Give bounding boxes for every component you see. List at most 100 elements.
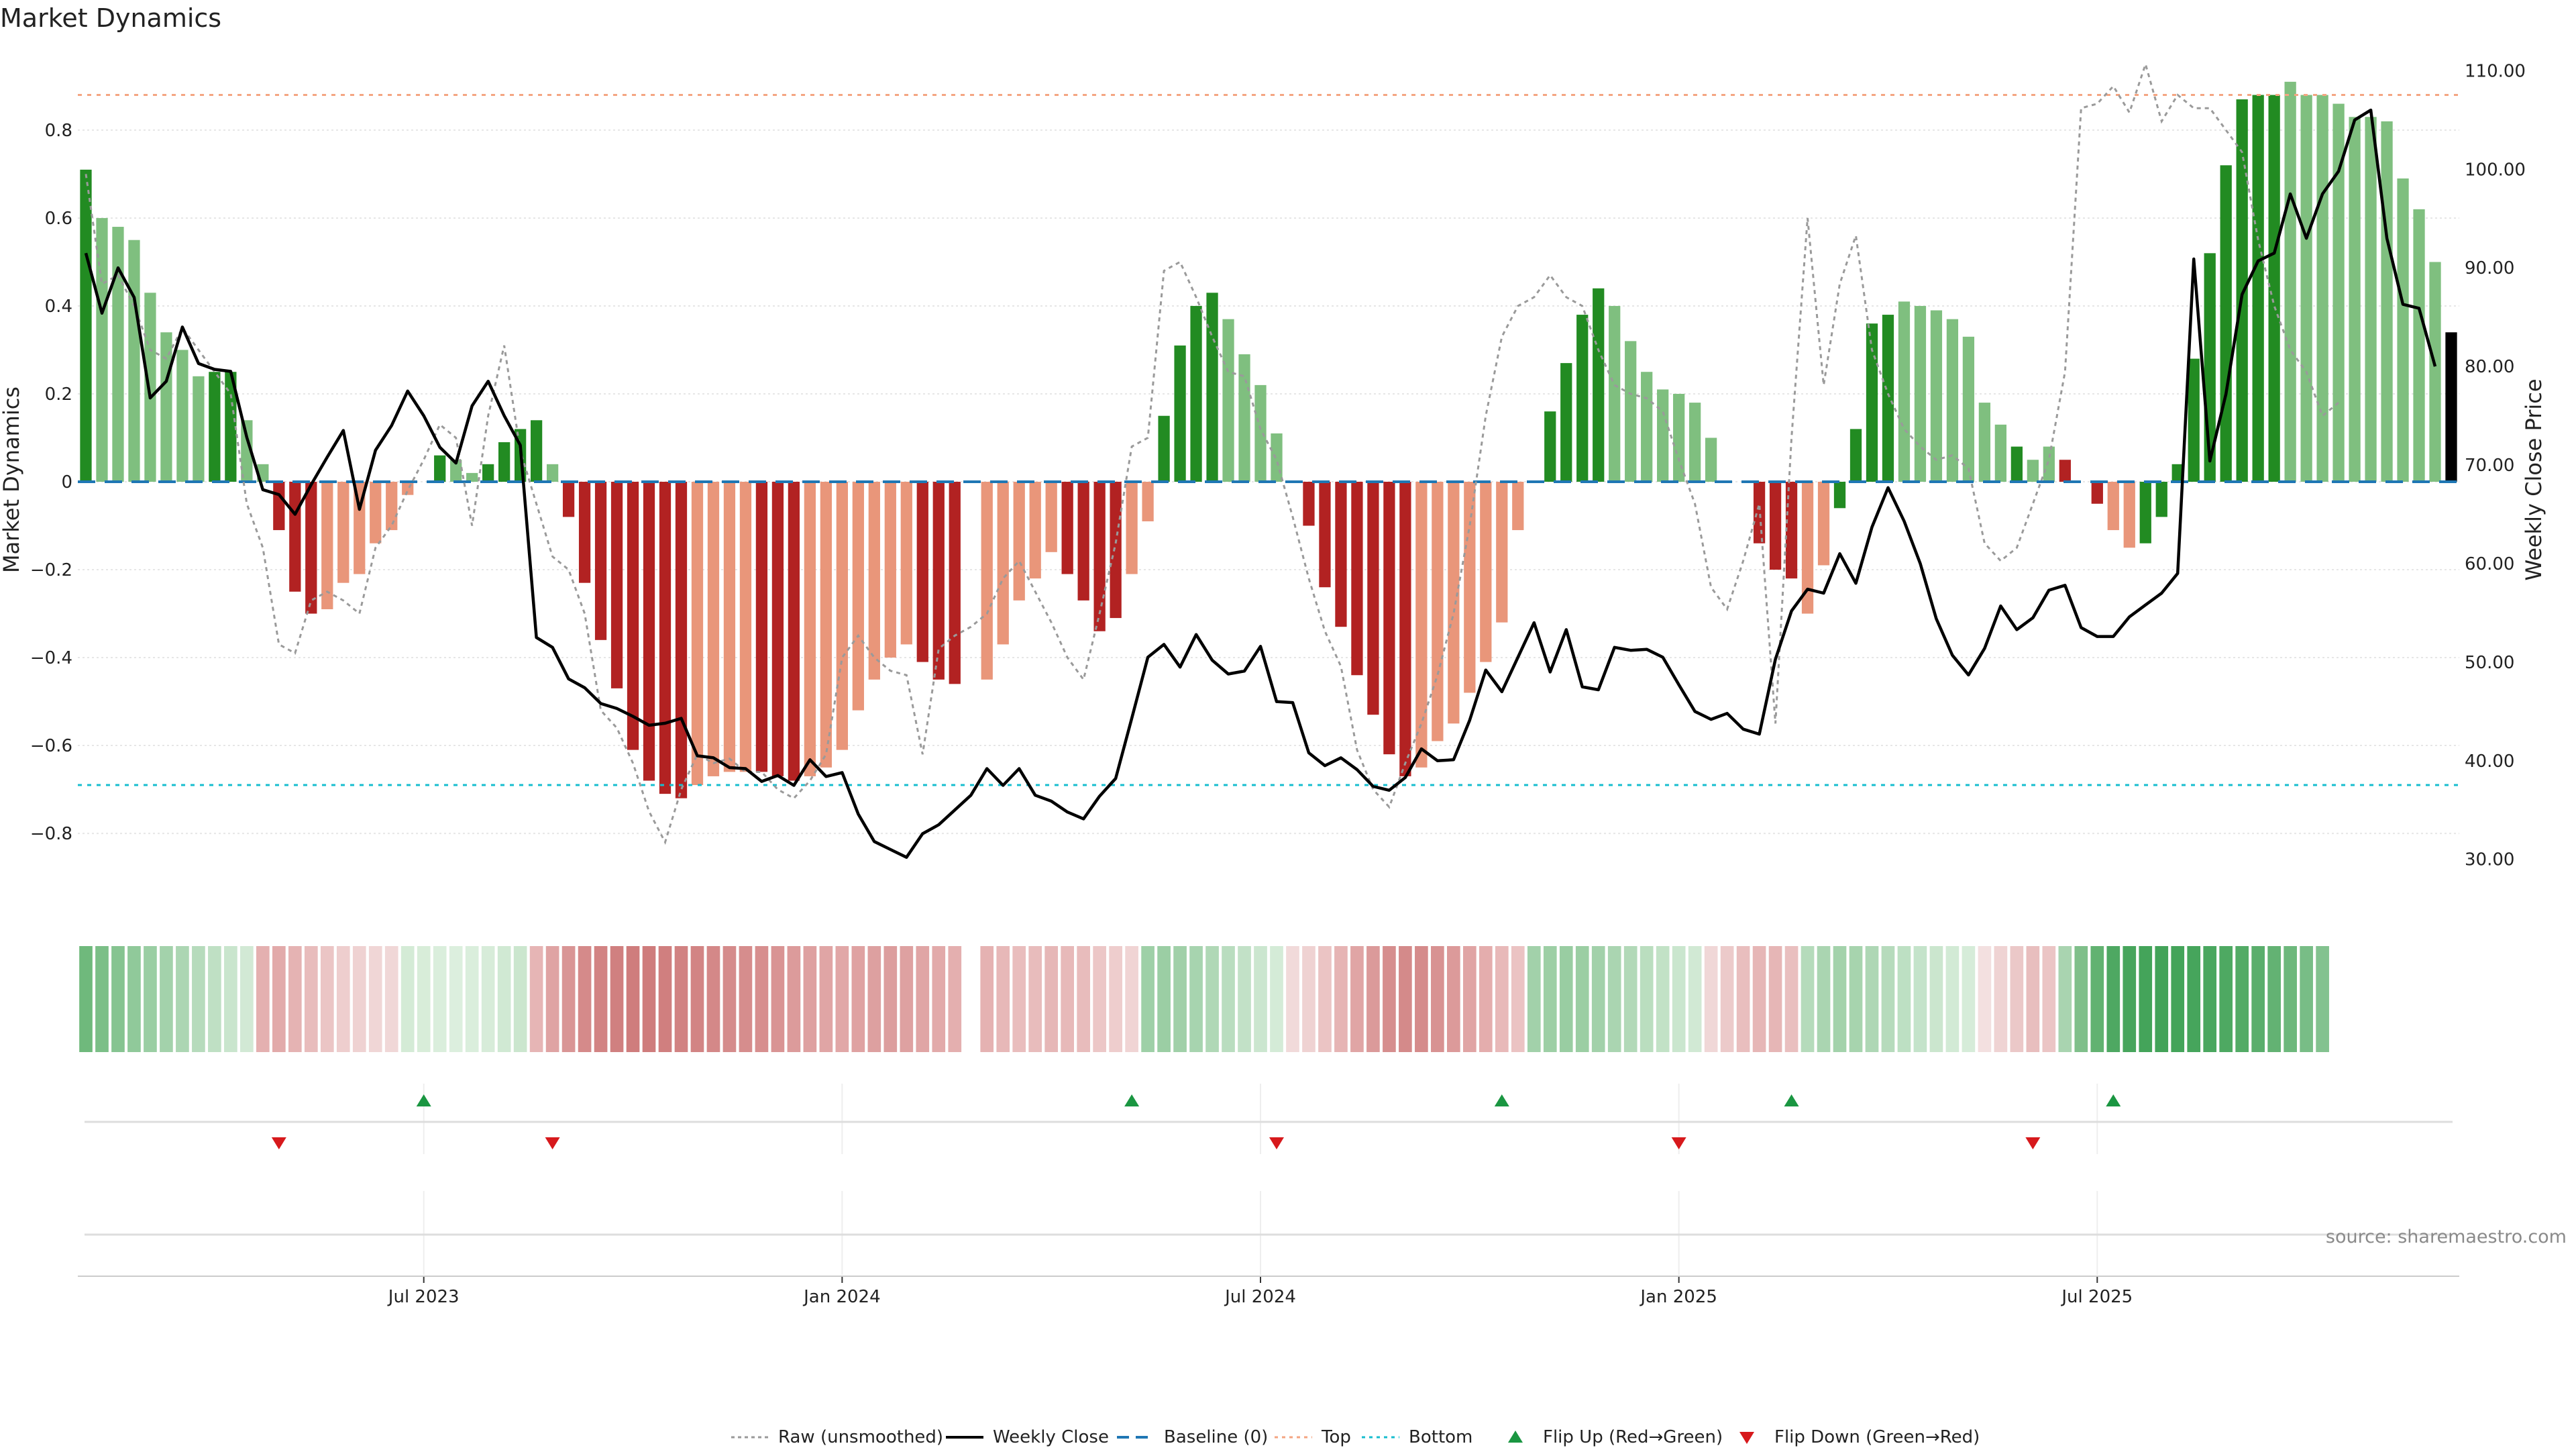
- axes: 0.8 0.6 0.4 0.2 0 −0.2 −0.4 −0.6 −0.8 110.00 100.0…: [30, 61, 2526, 1307]
- legend-item-up: Flip Up (Red→Green): [1508, 1427, 1723, 1447]
- flip-down-marker: [1671, 1137, 1686, 1149]
- bar: [2349, 117, 2361, 482]
- bar: [1496, 482, 1508, 623]
- bar: [1753, 482, 1766, 543]
- y-tick-right-label: 60.00: [2465, 554, 2514, 574]
- bar: [1689, 403, 1701, 482]
- heat-cell: [2219, 946, 2233, 1052]
- heat-cell: [594, 946, 608, 1052]
- y-tick-right-label: 40.00: [2465, 751, 2514, 772]
- x-tick-label: Jan 2024: [802, 1287, 881, 1307]
- heat-cell: [160, 946, 173, 1052]
- y-tick-right-label: 90.00: [2465, 258, 2514, 278]
- heat-cell: [1704, 946, 1718, 1052]
- y-axis-right-label: Weekly Close Price: [2521, 378, 2546, 580]
- bar: [2397, 178, 2409, 482]
- heat-cell: [320, 946, 334, 1052]
- bar: [96, 217, 108, 482]
- heat-cell: [2300, 946, 2313, 1052]
- heat-cell: [1543, 946, 1557, 1052]
- bar: [498, 442, 511, 482]
- heat-cell: [771, 946, 785, 1052]
- chart-title: Market Dynamics: [0, 3, 221, 33]
- legend-label: Flip Up (Red→Green): [1543, 1427, 1723, 1447]
- heat-cell: [256, 946, 270, 1052]
- bar: [434, 455, 446, 482]
- heat-cell: [2058, 946, 2072, 1052]
- bar: [1077, 482, 1089, 601]
- bar: [707, 482, 720, 776]
- bar: [2171, 464, 2184, 482]
- heat-cell: [417, 946, 431, 1052]
- bar: [225, 372, 237, 482]
- bar: [932, 482, 945, 680]
- bar: [1399, 482, 1411, 776]
- bar: [1480, 482, 1492, 662]
- bar: [2284, 81, 2296, 482]
- bar: [1512, 482, 1524, 531]
- legend-item-close: Weekly Close: [946, 1427, 1109, 1447]
- heat-strip: [79, 946, 2329, 1052]
- heat-cell: [1125, 946, 1138, 1052]
- bar: [2027, 460, 2039, 482]
- flip-markers-panel: [85, 1094, 2453, 1236]
- bar-series: [80, 81, 2457, 798]
- bar: [1817, 482, 1830, 566]
- bar: [1705, 437, 1717, 482]
- legend-label: Top: [1321, 1427, 1351, 1447]
- heat-cell: [883, 946, 898, 1052]
- heat-cell: [1254, 946, 1267, 1052]
- bar: [466, 472, 478, 482]
- bar: [546, 464, 559, 482]
- bar: [1093, 482, 1106, 631]
- heat-cell: [2026, 946, 2040, 1052]
- heat-cell: [1994, 946, 2008, 1052]
- heat-cell: [1591, 946, 1605, 1052]
- heat-cell: [1205, 946, 1219, 1052]
- bar: [2268, 95, 2280, 482]
- bar: [1978, 403, 1991, 482]
- legend-label: Weekly Close: [993, 1427, 1109, 1447]
- heat-cell: [529, 946, 543, 1052]
- bar: [836, 482, 848, 750]
- bar: [1238, 354, 1250, 482]
- bar: [739, 482, 752, 772]
- bar: [1190, 305, 1202, 482]
- heat-cell: [1334, 946, 1348, 1052]
- heat-cell: [2251, 946, 2265, 1052]
- heat-cell: [900, 946, 914, 1052]
- heat-cell: [1801, 946, 1815, 1052]
- legend-label: Bottom: [1409, 1427, 1472, 1447]
- bar: [1994, 424, 2007, 482]
- bar: [771, 482, 784, 776]
- bar: [128, 240, 140, 482]
- bar: [1335, 482, 1347, 627]
- bar: [1641, 372, 1653, 482]
- x-tick-label: Jan 2025: [1639, 1287, 1717, 1307]
- x-tick-label: Jul 2024: [1224, 1287, 1296, 1307]
- bar: [723, 482, 736, 772]
- heat-cell: [1093, 946, 1106, 1052]
- bar: [2139, 482, 2151, 543]
- legend-label: Baseline (0): [1164, 1427, 1268, 1447]
- heat-cell: [1784, 946, 1799, 1052]
- heat-cell: [2042, 946, 2056, 1052]
- heat-cell: [208, 946, 221, 1052]
- heat-cell: [1913, 946, 1927, 1052]
- heat-cell: [1447, 946, 1460, 1052]
- bar: [1625, 341, 1637, 482]
- heat-cell: [1640, 946, 1654, 1052]
- heat-cell: [2284, 946, 2297, 1052]
- bar: [1946, 319, 1959, 482]
- heat-cell: [561, 946, 576, 1052]
- bar: [1206, 293, 1218, 482]
- bar: [2413, 209, 2425, 482]
- heat-cell: [336, 946, 350, 1052]
- bar: [176, 350, 189, 482]
- heat-cell: [916, 946, 930, 1052]
- bar: [354, 482, 366, 574]
- heat-cell: [111, 946, 125, 1052]
- raw-unsmoothed-line: [85, 60, 2340, 845]
